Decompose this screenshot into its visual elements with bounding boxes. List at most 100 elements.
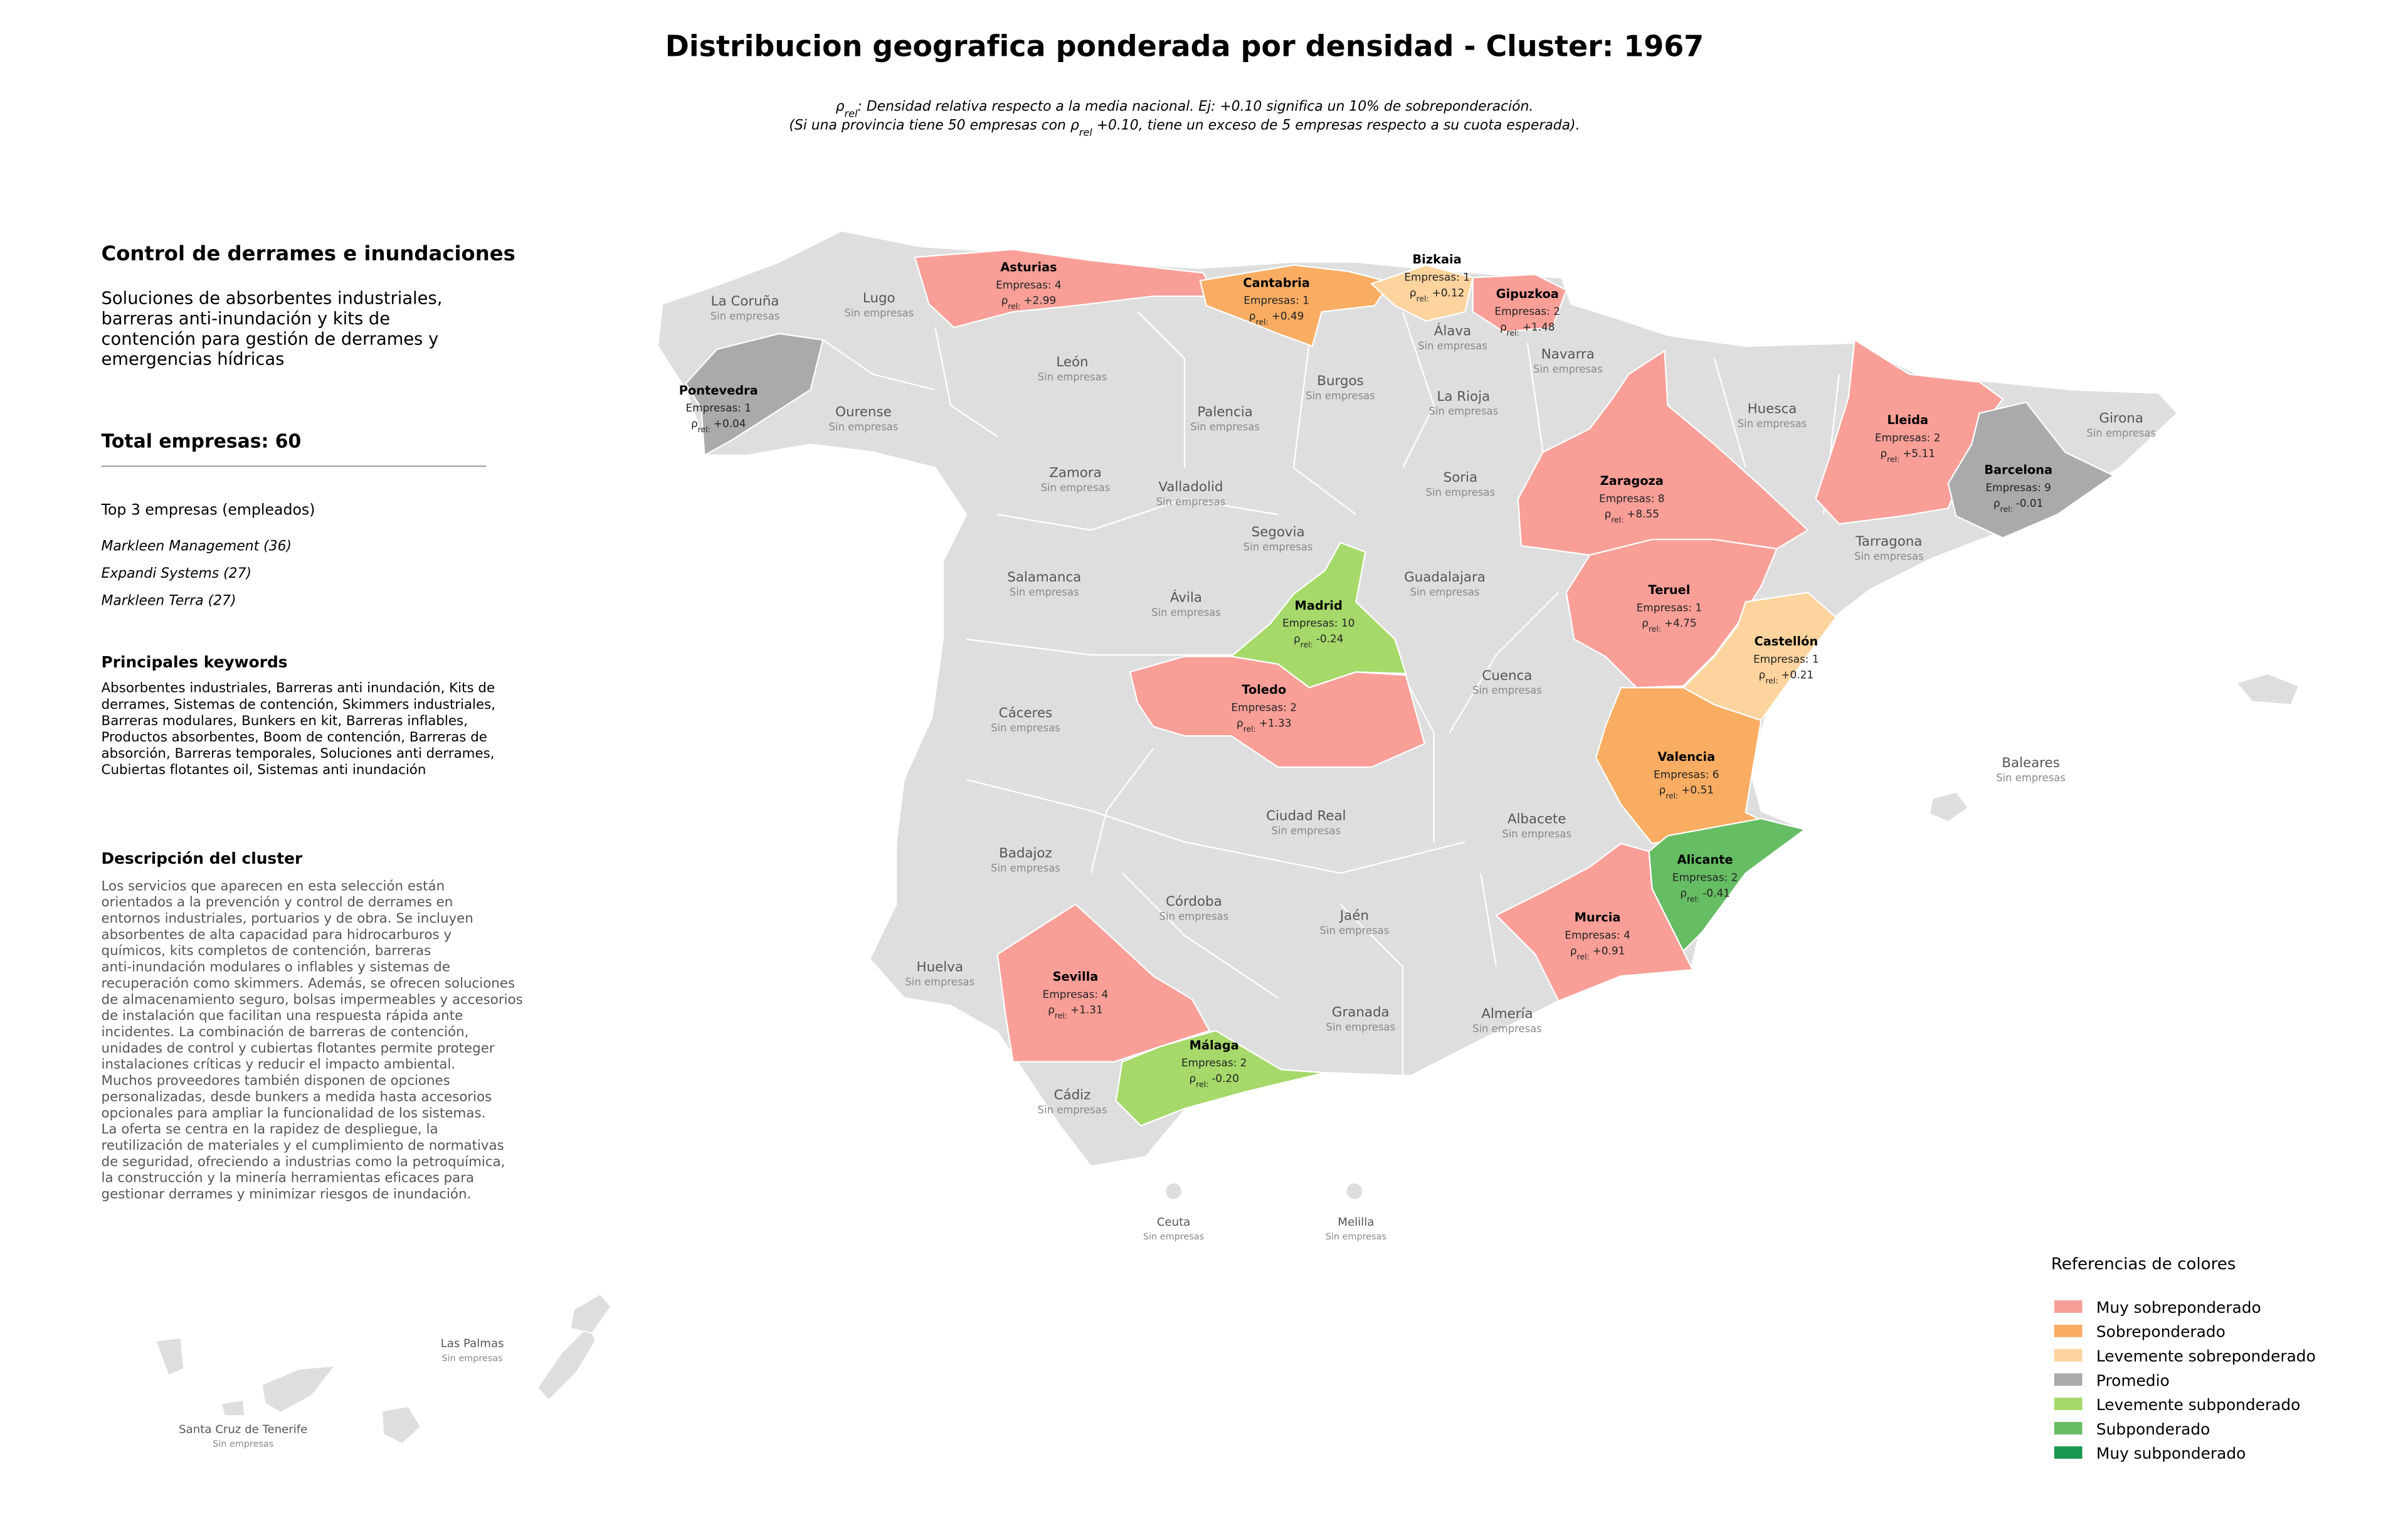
province-empty: Sin empresas — [1271, 825, 1341, 837]
province-name: Teruel — [1648, 583, 1690, 597]
province-name-plain: Granada — [1332, 1005, 1390, 1021]
keywords-line: Barreras modulares, Bunkers en kit, Barr… — [102, 713, 468, 729]
province-name: Valencia — [1657, 750, 1715, 764]
province-border — [1713, 358, 1746, 469]
legend-swatch — [2054, 1324, 2083, 1337]
province-name-plain: Huesca — [1748, 401, 1797, 417]
subtitle: ρrel: Densidad relativa respecto a la me… — [836, 98, 1534, 119]
province-name-plain: Zamora — [1049, 465, 1101, 481]
province-rho: ρrel: +2.99 — [1001, 294, 1057, 311]
rho-subscript: rel: — [2000, 504, 2013, 513]
rho-value: +1.33 — [1259, 716, 1292, 729]
sidebar-description: Soluciones de absorbentes industriales, — [102, 289, 443, 309]
province-count: Empresas: 1 — [686, 401, 752, 414]
province-empty: Sin empresas — [1854, 550, 1924, 562]
sidebar-description: contención para gestión de derrames y — [102, 329, 439, 349]
cluster-heading: Descripción del cluster — [102, 849, 303, 867]
cluster-line: Muchos proveedores también disponen de o… — [102, 1073, 450, 1089]
subtitle-part: ρ — [836, 98, 845, 114]
province-border — [1090, 748, 1154, 874]
province-rho: ρrel: +0.21 — [1759, 668, 1814, 685]
top-company: Expandi Systems (27) — [102, 566, 251, 581]
rho-symbol: ρ — [1659, 783, 1666, 796]
rho-subscript: rel: — [1611, 515, 1624, 524]
province-name: Murcia — [1575, 910, 1621, 925]
cluster-line: orientados a la prevención y control de … — [102, 894, 453, 910]
rho-symbol: ρ — [1642, 617, 1649, 629]
province-highlighted — [685, 332, 824, 457]
province-empty: Sin empresas — [1320, 925, 1390, 936]
rho-subscript: rel: — [698, 425, 710, 434]
rho-subscript: rel: — [1666, 791, 1678, 800]
province-empty: Sin empresas — [2086, 427, 2156, 439]
province-name-plain: Córdoba — [1166, 894, 1222, 910]
province-rho: ρrel: +1.31 — [1048, 1004, 1103, 1021]
province-highlighted — [1199, 264, 1391, 348]
province-name: Sevilla — [1053, 970, 1099, 984]
island — [261, 1365, 337, 1414]
province-rho: ρrel: +0.49 — [1249, 310, 1304, 327]
province-rho: ρrel: +1.48 — [1500, 321, 1555, 337]
province-border — [1121, 873, 1279, 999]
province-empty: Sin empresas — [991, 722, 1060, 734]
rho-value: +5.11 — [1903, 447, 1935, 459]
top-company: Markleen Terra (27) — [102, 593, 236, 608]
province-name-plain: Burgos — [1317, 373, 1363, 389]
rho-symbol: ρ — [1604, 507, 1611, 520]
province-name-plain: Soria — [1444, 470, 1477, 485]
cluster-line: de almacenamiento seguro, bolsas imperme… — [102, 992, 523, 1007]
rho-symbol: ρ — [1500, 321, 1507, 333]
province-highlighted — [914, 248, 1217, 329]
province-highlighted — [1472, 273, 1568, 333]
province-name-plain: Jaén — [1339, 908, 1369, 924]
province-count: Empresas: 1 — [1404, 270, 1470, 283]
sidebar-heading: Control de derrames e inundaciones — [102, 241, 515, 265]
province-empty: Sin empresas — [1472, 1023, 1542, 1035]
cluster-line: personalizadas, desde bunkers a medida h… — [102, 1089, 492, 1105]
rho-symbol: ρ — [1237, 716, 1244, 729]
province-border — [997, 498, 1279, 531]
enclave — [1346, 1183, 1363, 1199]
province-name-plain: Ourense — [835, 405, 892, 420]
subtitle-part: +0.10, tiene un exceso de 5 empresas res… — [1092, 117, 1580, 133]
legend-swatch — [2054, 1300, 2083, 1313]
province-name: Asturias — [1000, 260, 1057, 275]
province-count: Empresas: 9 — [1985, 481, 2051, 494]
province-border — [1137, 311, 1186, 468]
subtitle-part: rel — [844, 107, 858, 119]
province-count: Empresas: 2 — [1875, 431, 1941, 443]
province-empty: Sin empresas — [1502, 828, 1571, 840]
province-highlighted — [1115, 1029, 1325, 1127]
rho-subscript: rel: — [1577, 952, 1590, 961]
province-name-plain: La Rioja — [1437, 389, 1490, 405]
rho-subscript: rel: — [1256, 317, 1269, 326]
province-name-plain: Cádiz — [1054, 1087, 1091, 1103]
province-border — [966, 639, 1232, 656]
subtitle-part: rel — [1079, 126, 1093, 138]
rho-value: +1.48 — [1523, 321, 1555, 333]
province-name-plain: Las Palmas — [441, 1337, 504, 1350]
province-name-plain: Navarra — [1541, 347, 1595, 363]
rho-symbol: ρ — [1001, 294, 1008, 307]
cluster-line: La oferta se centra en la rapidez de des… — [102, 1122, 438, 1137]
province-rho: ρrel: +0.51 — [1659, 783, 1714, 800]
island — [2235, 672, 2300, 706]
title: Distribucion geografica ponderada por de… — [665, 29, 1704, 63]
legend-swatch — [2054, 1398, 2083, 1411]
island — [537, 1324, 596, 1401]
province-name-plain: Segovia — [1252, 524, 1305, 540]
province-rho: ρrel: -0.41 — [1680, 886, 1729, 903]
island — [220, 1399, 246, 1417]
rho-subscript: rel: — [1417, 294, 1429, 303]
province-name: Gipuzkoa — [1496, 287, 1559, 301]
subtitle-part: ρ — [1070, 117, 1079, 133]
province-name: Zaragoza — [1600, 474, 1664, 488]
rho-subscript: rel: — [1244, 724, 1256, 733]
province-name-plain: Ciudad Real — [1266, 808, 1346, 824]
rho-value: +0.04 — [714, 417, 746, 430]
province-empty: Sin empresas — [1533, 363, 1603, 375]
province-border — [822, 339, 936, 391]
province-name: Madrid — [1295, 598, 1343, 613]
